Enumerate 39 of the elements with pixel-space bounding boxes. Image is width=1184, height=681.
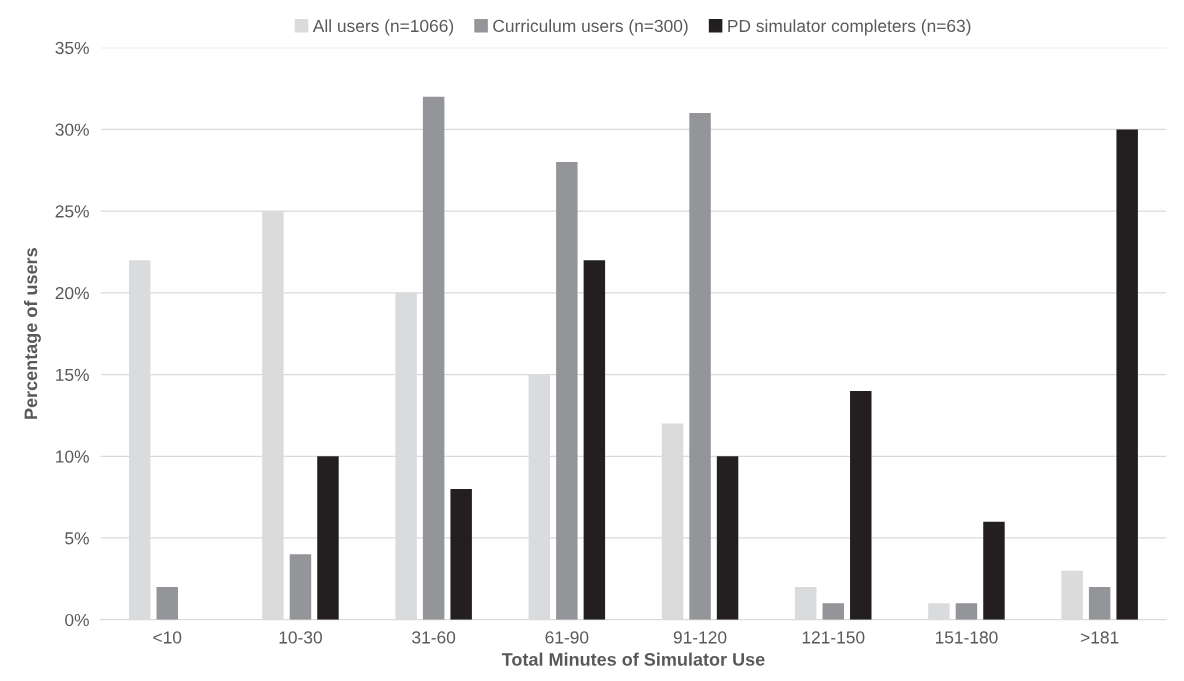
legend-label: All users (n=1066) [312,19,454,36]
bar [422,96,445,620]
bar [716,456,739,620]
bar [983,521,1005,620]
bar [317,456,339,620]
bar [955,603,978,620]
bar [583,260,606,620]
bar [794,587,817,620]
bar [822,603,844,620]
bar [556,162,578,620]
y-tick-label: 10% [56,450,89,463]
x-tick-label: 10-30 [279,631,322,644]
bar [1061,570,1083,620]
bar [1116,129,1138,620]
x-tick-label: <10 [153,631,182,644]
bar [850,390,872,620]
y-tick-label: 0% [65,613,89,627]
y-tick-label: 30% [55,123,89,136]
bar [689,113,711,620]
legend-label: Curriculum users (n=300) [493,19,688,36]
x-tick-label: 61-90 [545,631,589,644]
x-tick-label: 121-150 [802,631,865,644]
y-tick-label: 20% [55,287,89,300]
bar [156,587,178,620]
x-tick-label: >181 [1080,631,1119,644]
y-tick-label: 15% [56,368,89,382]
y-tick-label: 25% [55,205,89,218]
x-tick-label: 91-120 [673,631,727,644]
y-tick-label: 5% [65,532,89,545]
x-axis-title: Total Minutes of Simulator Use [501,652,765,666]
legend-label: PD simulator completers (n=63) [728,19,971,36]
y-axis-title: Percentage of users [23,248,41,419]
bar [928,603,950,620]
bar [1088,587,1111,620]
y-tick-label: 35% [55,41,89,55]
bar [450,488,472,620]
x-tick-label: 31-60 [412,631,456,644]
x-tick-label: 151-180 [935,631,998,644]
bar [289,554,312,620]
